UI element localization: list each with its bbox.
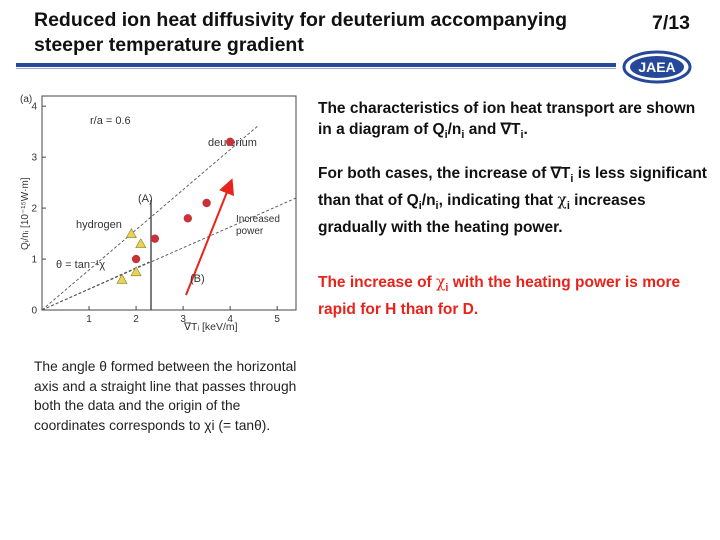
deuterium-point — [225, 137, 235, 147]
x-axis-label: ∇Tᵢ [keV/m] — [183, 321, 238, 333]
x-tick-label: 4 — [227, 314, 233, 325]
logo-ring-inner — [630, 56, 684, 78]
y-axis-label: Qᵢ/nᵢ [10⁻¹⁵W·m] — [20, 177, 31, 250]
paragraph-both-cases: For both cases, the increase of ∇Ti is l… — [318, 165, 707, 237]
y-tick-label: 2 — [31, 204, 37, 215]
label-B: (B) — [190, 273, 205, 285]
heat-transport-figure: (a) Qᵢ/nᵢ [10⁻¹⁵W·m] ∇Tᵢ [keV/m] 0 1 2 3 4 1… — [20, 94, 297, 333]
condition-label: r/a = 0.6 — [90, 115, 131, 127]
logo-text: JAEA — [638, 59, 675, 75]
page-number: 7/13 — [652, 12, 690, 34]
deuterium-point — [183, 214, 193, 223]
figure-caption: The angle θ formed between the horizonta… — [34, 359, 297, 433]
y-ticks: 0 1 2 3 4 — [31, 102, 46, 317]
hydrogen-point — [130, 266, 142, 277]
paragraph-increase-h-vs-d: The increase of χi with the heating powe… — [318, 273, 681, 319]
slide-title: Reduced ion heat diffusivity for deuteri… — [34, 9, 568, 56]
x-tick-label: 5 — [274, 314, 280, 325]
hydrogen-point — [116, 273, 128, 284]
label-A: (A) — [138, 193, 153, 205]
power-label: power — [236, 226, 264, 237]
hydrogen-label: hydrogen — [76, 219, 122, 231]
panel-label: (a) — [20, 94, 32, 105]
y-tick-label: 4 — [31, 102, 37, 113]
paragraph-characteristics: The characteristics of ion heat transpor… — [318, 100, 696, 142]
angle-label: θ = tan⁻¹χ — [56, 259, 105, 271]
x-tick-label: 3 — [180, 314, 186, 325]
plot-frame — [41, 95, 297, 311]
x-tick-label: 1 — [86, 314, 92, 325]
title-divider-thin — [16, 68, 616, 69]
x-tick-label: 2 — [133, 314, 139, 325]
x-ticks: 1 2 3 4 5 — [86, 306, 280, 325]
title-divider — [16, 63, 616, 67]
deuterium-point — [131, 254, 141, 264]
hydrogen-point — [125, 227, 137, 238]
logo-ring — [622, 50, 692, 84]
deuterium-point — [150, 234, 160, 243]
origin-guide-line — [41, 261, 150, 311]
deuterium-point — [202, 198, 211, 208]
data-points — [116, 137, 235, 284]
jaea-logo: JAEA — [622, 50, 692, 84]
y-tick-label: 0 — [31, 306, 37, 317]
hydrogen-point — [135, 238, 147, 249]
increased-label: Increased — [236, 214, 280, 225]
y-tick-label: 3 — [31, 153, 37, 164]
y-tick-label: 1 — [31, 255, 37, 266]
increased-power-arrow — [185, 178, 234, 296]
